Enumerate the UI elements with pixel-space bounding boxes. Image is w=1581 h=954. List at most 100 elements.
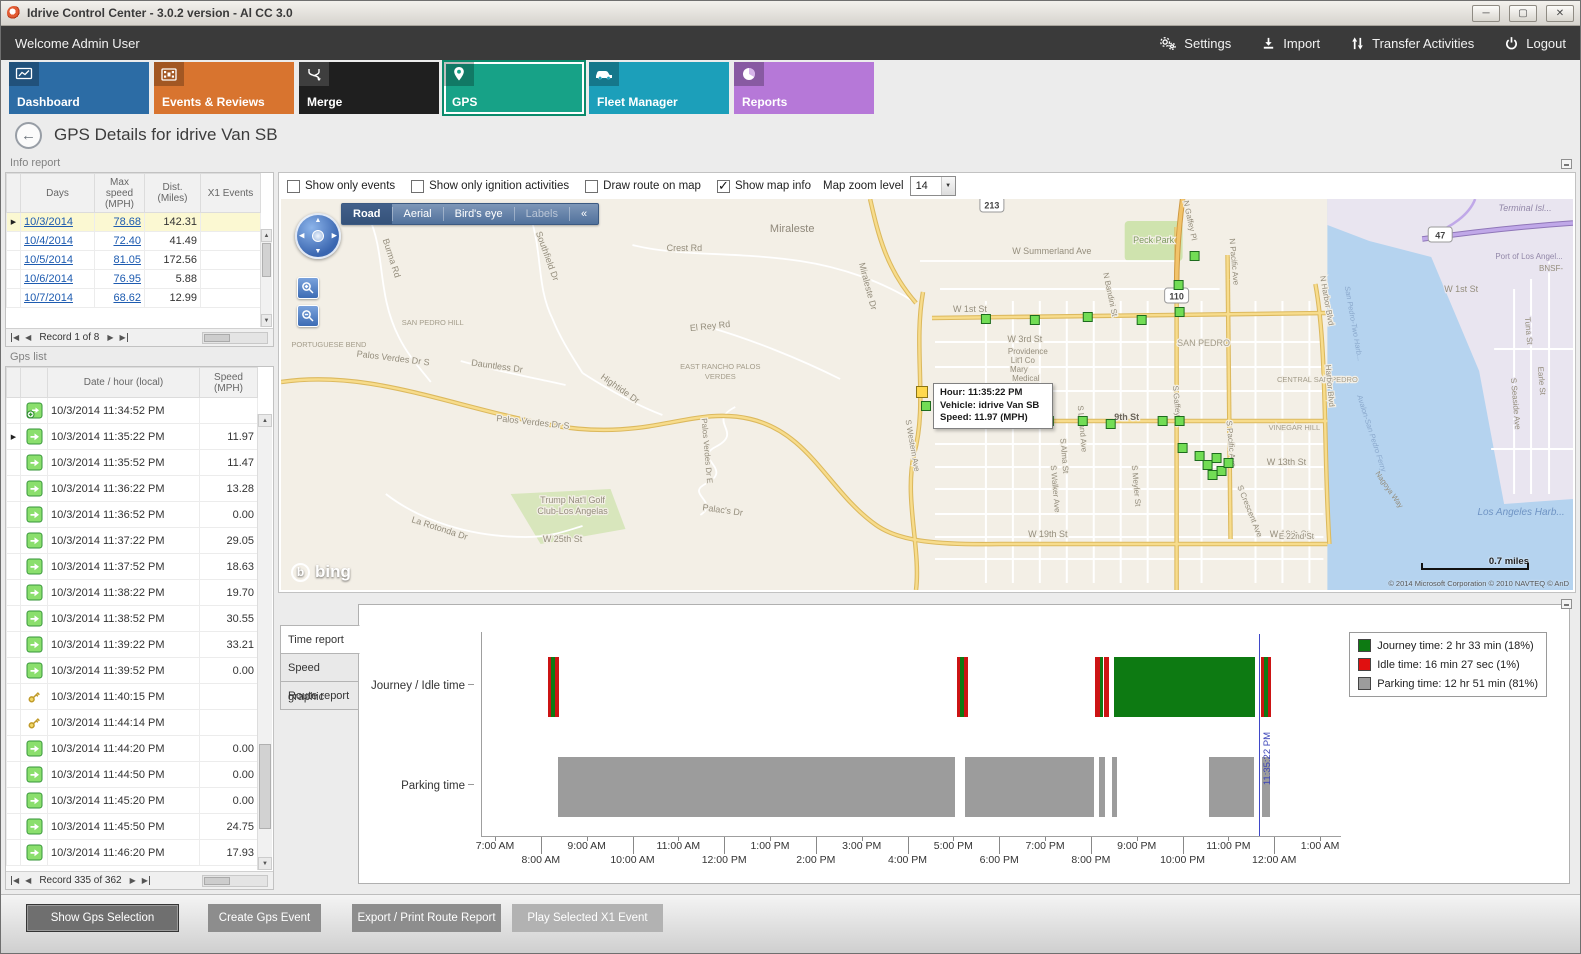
map-marker[interactable] bbox=[1194, 451, 1205, 461]
gps-list-row[interactable]: 10/3/2014 11:36:22 PM 13.28 bbox=[6, 475, 258, 502]
nav-tile-fleet-manager[interactable]: Fleet Manager bbox=[589, 62, 729, 114]
gps-list-row[interactable]: 10/3/2014 11:35:52 PM 11.47 bbox=[6, 449, 258, 476]
map-marker[interactable] bbox=[1082, 312, 1093, 322]
map-zoom-in-button[interactable] bbox=[297, 277, 319, 299]
map-tabs-collapse-button[interactable]: « bbox=[581, 208, 588, 220]
map-marker[interactable] bbox=[1105, 419, 1116, 429]
back-button[interactable]: ← bbox=[15, 121, 42, 149]
checkbox-show-only-ignition-activities[interactable]: Show only ignition activities bbox=[411, 179, 569, 193]
bing-map[interactable]: Miraleste Peck Park W Summerland Ave Crest … bbox=[281, 199, 1573, 590]
scroll-down-icon[interactable]: ▼ bbox=[261, 314, 272, 327]
nav-tile-gps[interactable]: GPS bbox=[442, 60, 586, 116]
time-report-chart[interactable]: 7:00 AM 8:00 AM 9:00 AM 10:00 AM 11:00 AM 12:… bbox=[476, 632, 1341, 866]
pan-south-icon[interactable]: ▼ bbox=[314, 248, 322, 255]
collapse-map-panel-button[interactable] bbox=[1561, 159, 1572, 169]
checkbox-show-only-events[interactable]: Show only events bbox=[287, 179, 395, 193]
prev-record-button[interactable]: ◀ bbox=[25, 876, 32, 885]
info-column-header[interactable]: Dist. (Miles) bbox=[144, 173, 201, 213]
next-record-button[interactable]: ▶ bbox=[129, 876, 136, 885]
gps-list-row[interactable]: 10/3/2014 11:46:20 PM 17.93 bbox=[6, 839, 258, 866]
max-speed-link[interactable]: 68.62 bbox=[113, 292, 141, 304]
footer-button-export-print-route-report[interactable]: Export / Print Route Report bbox=[352, 904, 501, 932]
first-record-button[interactable]: ◀ bbox=[11, 333, 20, 342]
info-report-row[interactable]: 10/7/2014 68.62 12.99 bbox=[6, 288, 261, 308]
time-cursor-line[interactable] bbox=[1259, 634, 1260, 836]
map-canvas[interactable]: Miraleste Peck Park W Summerland Ave Crest … bbox=[281, 199, 1573, 590]
scrollbar-thumb[interactable] bbox=[262, 243, 271, 277]
map-view-tab-bird-s-eye[interactable]: Bird's eye bbox=[454, 208, 503, 220]
scroll-up-icon[interactable]: ▲ bbox=[258, 414, 272, 427]
horizontal-scrollbar[interactable] bbox=[202, 331, 268, 344]
map-marker[interactable] bbox=[1136, 315, 1147, 325]
map-marker[interactable] bbox=[1189, 251, 1200, 261]
minimize-button[interactable]: ─ bbox=[1472, 4, 1500, 22]
scroll-up-icon[interactable]: ▲ bbox=[261, 229, 272, 242]
map-marker[interactable] bbox=[1029, 315, 1040, 325]
map-marker[interactable] bbox=[1174, 307, 1185, 317]
nav-tile-merge[interactable]: Merge bbox=[299, 62, 439, 114]
gps-list-row[interactable]: 10/3/2014 11:37:22 PM 29.05 bbox=[6, 527, 258, 554]
nav-tile-events-reviews[interactable]: Events & Reviews bbox=[154, 62, 294, 114]
map-marker[interactable] bbox=[1173, 280, 1184, 290]
map-marker-selected[interactable] bbox=[916, 386, 928, 398]
day-link[interactable]: 10/3/2014 bbox=[24, 216, 73, 228]
last-record-button[interactable]: ▶ bbox=[119, 333, 128, 342]
maximize-button[interactable]: ▢ bbox=[1509, 4, 1537, 22]
gps-list-row[interactable]: 10/3/2014 11:44:14 PM bbox=[6, 709, 258, 736]
map-marker[interactable] bbox=[921, 401, 931, 411]
map-marker[interactable] bbox=[1223, 458, 1234, 468]
nav-tile-dashboard[interactable]: Dashboard bbox=[9, 62, 149, 114]
map-marker[interactable] bbox=[1157, 416, 1168, 426]
day-link[interactable]: 10/5/2014 bbox=[24, 254, 73, 266]
map-view-tab-labels[interactable]: Labels bbox=[525, 208, 558, 220]
checkbox-draw-route-on-map[interactable]: Draw route on map bbox=[585, 179, 701, 193]
map-marker[interactable] bbox=[1177, 443, 1188, 453]
map-marker[interactable] bbox=[1202, 460, 1213, 470]
info-report-row[interactable]: 10/4/2014 72.40 41.49 bbox=[6, 231, 261, 251]
gps-list-row[interactable]: 10/3/2014 11:45:50 PM 24.75 bbox=[6, 813, 258, 840]
pan-east-icon[interactable]: ▶ bbox=[331, 232, 337, 240]
chart-tab-time-report[interactable]: Time report bbox=[280, 625, 360, 654]
gps-list-row[interactable]: 10/3/2014 11:34:52 PM bbox=[6, 397, 258, 424]
max-speed-link[interactable]: 76.95 bbox=[113, 273, 141, 285]
gps-column-header[interactable]: Speed (MPH) bbox=[199, 367, 258, 398]
gps-list-row[interactable]: 10/3/2014 11:37:52 PM 18.63 bbox=[6, 553, 258, 580]
map-zoom-out-button[interactable] bbox=[297, 305, 319, 327]
info-column-header[interactable]: Max speed (MPH) bbox=[94, 173, 145, 213]
info-report-row[interactable]: ▶ 10/3/2014 78.68 142.31 bbox=[6, 212, 261, 232]
info-table-scrollbar[interactable]: ▲ ▼ bbox=[260, 229, 272, 327]
map-view-tab-road[interactable]: Road bbox=[342, 204, 392, 224]
prev-record-button[interactable]: ◀ bbox=[25, 333, 32, 342]
gps-list-row[interactable]: 10/3/2014 11:40:15 PM bbox=[6, 683, 258, 710]
checkbox-show-map-info[interactable]: Show map info bbox=[716, 178, 811, 194]
max-speed-link[interactable]: 78.68 bbox=[113, 216, 141, 228]
next-record-button[interactable]: ▶ bbox=[107, 333, 114, 342]
header-action-logout[interactable]: Logout bbox=[1504, 35, 1566, 51]
collapse-chart-panel-button[interactable] bbox=[1561, 599, 1572, 609]
map-compass[interactable]: ▲ ▶ ▼ ◀ bbox=[295, 213, 341, 259]
map-zoom-select[interactable]: 14 ▼ bbox=[909, 176, 956, 196]
gps-column-header[interactable]: Date / hour (local) bbox=[47, 367, 200, 398]
gps-list-row[interactable]: 10/3/2014 11:38:52 PM 30.55 bbox=[6, 605, 258, 632]
footer-button-create-gps-event[interactable]: Create Gps Event bbox=[208, 904, 321, 932]
gps-list-row[interactable]: 10/3/2014 11:45:20 PM 0.00 bbox=[6, 787, 258, 814]
gps-list-scrollbar[interactable]: ▲ ▼ bbox=[257, 414, 272, 870]
gps-list-row[interactable]: 10/3/2014 11:44:50 PM 0.00 bbox=[6, 761, 258, 788]
info-report-row[interactable]: 10/6/2014 76.95 5.88 bbox=[6, 269, 261, 289]
footer-button-show-gps-selection[interactable]: Show Gps Selection bbox=[26, 904, 179, 932]
day-link[interactable]: 10/7/2014 bbox=[24, 292, 73, 304]
gps-list-row[interactable]: 10/3/2014 11:38:22 PM 19.70 bbox=[6, 579, 258, 606]
day-link[interactable]: 10/6/2014 bbox=[24, 273, 73, 285]
map-marker[interactable] bbox=[1207, 470, 1218, 480]
day-link[interactable]: 10/4/2014 bbox=[24, 235, 73, 247]
horizontal-scrollbar[interactable] bbox=[202, 874, 268, 887]
max-speed-link[interactable]: 72.40 bbox=[113, 235, 141, 247]
last-record-button[interactable]: ▶ bbox=[141, 876, 150, 885]
map-view-tab-aerial[interactable]: Aerial bbox=[403, 208, 432, 220]
gps-list-row[interactable]: 10/3/2014 11:39:22 PM 33.21 bbox=[6, 631, 258, 658]
gps-list-row[interactable]: 10/3/2014 11:39:52 PM 0.00 bbox=[6, 657, 258, 684]
info-column-header[interactable]: X1 Events bbox=[200, 173, 261, 213]
pan-north-icon[interactable]: ▲ bbox=[314, 217, 322, 224]
max-speed-link[interactable]: 81.05 bbox=[113, 254, 141, 266]
nav-tile-reports[interactable]: Reports bbox=[734, 62, 874, 114]
